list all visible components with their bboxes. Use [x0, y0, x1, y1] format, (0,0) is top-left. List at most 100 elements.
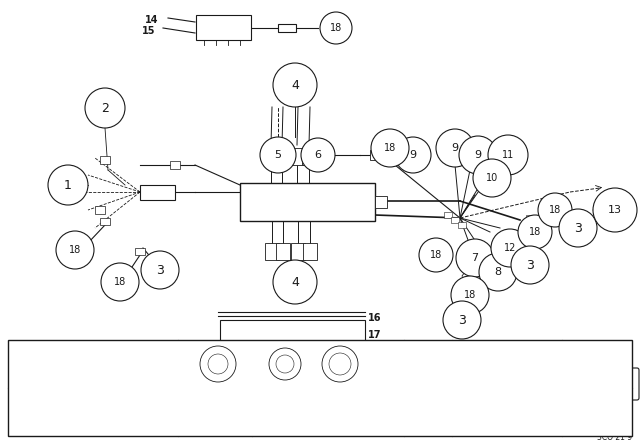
Text: 18: 18 — [168, 386, 180, 395]
Text: 6: 6 — [256, 345, 262, 354]
Bar — [451, 217, 459, 223]
Circle shape — [273, 260, 317, 304]
Bar — [220, 320, 365, 350]
Text: 11: 11 — [502, 150, 514, 160]
Circle shape — [301, 138, 335, 172]
Circle shape — [56, 231, 94, 269]
Text: 3: 3 — [526, 258, 534, 271]
Bar — [303, 243, 317, 260]
Circle shape — [443, 301, 481, 339]
Bar — [100, 218, 110, 225]
Text: 17: 17 — [368, 330, 381, 340]
Text: 5: 5 — [182, 345, 188, 354]
Bar — [325, 358, 335, 364]
Text: 5: 5 — [275, 150, 282, 160]
Text: 18: 18 — [529, 227, 541, 237]
Text: 3: 3 — [156, 263, 164, 276]
Text: 13: 13 — [114, 386, 125, 395]
Text: 10: 10 — [486, 173, 498, 183]
Bar — [8, 340, 632, 436]
Text: 18: 18 — [330, 23, 342, 33]
Circle shape — [593, 188, 637, 232]
Circle shape — [589, 376, 601, 388]
Text: 9: 9 — [410, 150, 417, 160]
Bar — [276, 243, 290, 260]
Bar — [478, 355, 492, 375]
Bar — [95, 206, 105, 214]
Text: 1: 1 — [64, 178, 72, 191]
Bar — [290, 148, 304, 165]
Text: 13: 13 — [608, 205, 622, 215]
Text: 18: 18 — [384, 143, 396, 153]
Circle shape — [491, 229, 529, 267]
Text: 7: 7 — [472, 253, 479, 263]
Bar — [375, 196, 387, 208]
Bar — [22, 353, 47, 375]
Text: 3CO 21 9: 3CO 21 9 — [597, 433, 632, 442]
Bar — [170, 161, 180, 169]
Text: 2: 2 — [101, 102, 109, 115]
Text: 8: 8 — [360, 345, 365, 354]
Circle shape — [511, 246, 549, 284]
Bar — [140, 185, 175, 200]
Text: 8: 8 — [495, 267, 502, 277]
Circle shape — [320, 12, 352, 44]
Text: 9: 9 — [451, 143, 459, 153]
Bar — [444, 212, 452, 218]
Bar — [420, 353, 450, 375]
Bar — [148, 353, 178, 375]
Text: 2: 2 — [56, 345, 62, 354]
Circle shape — [479, 253, 517, 291]
Circle shape — [518, 215, 552, 249]
Text: 18: 18 — [430, 250, 442, 260]
Text: 4: 4 — [138, 345, 144, 354]
Text: 18: 18 — [549, 205, 561, 215]
Bar — [458, 222, 466, 228]
Text: 7: 7 — [308, 345, 314, 354]
Bar — [302, 148, 316, 165]
Bar — [240, 183, 375, 221]
Bar — [264, 148, 278, 165]
Bar — [275, 148, 289, 165]
Text: 1: 1 — [12, 345, 18, 354]
Bar — [225, 358, 235, 364]
Text: 3: 3 — [574, 221, 582, 234]
Bar — [265, 243, 279, 260]
Text: 18: 18 — [114, 277, 126, 287]
Text: 3: 3 — [458, 314, 466, 327]
Circle shape — [451, 276, 489, 314]
Text: 18: 18 — [464, 290, 476, 300]
Text: 16: 16 — [368, 313, 381, 323]
Circle shape — [538, 193, 572, 227]
Bar — [14, 400, 46, 418]
Bar — [135, 248, 145, 255]
Bar — [345, 358, 355, 364]
Circle shape — [371, 129, 409, 167]
Text: 15: 15 — [141, 26, 155, 36]
Bar — [100, 156, 110, 164]
Text: 3: 3 — [84, 345, 90, 354]
Text: 9: 9 — [474, 150, 481, 160]
Text: 4: 4 — [291, 78, 299, 91]
Text: 9: 9 — [410, 345, 416, 354]
Bar — [243, 358, 253, 364]
Bar — [526, 215, 534, 221]
Text: 10: 10 — [456, 345, 468, 354]
Circle shape — [141, 251, 179, 289]
Circle shape — [273, 63, 317, 107]
Circle shape — [395, 137, 431, 173]
Circle shape — [436, 129, 474, 167]
Bar — [94, 353, 130, 375]
Bar — [278, 24, 296, 32]
Text: 12: 12 — [504, 243, 516, 253]
Circle shape — [459, 136, 497, 174]
Circle shape — [559, 209, 597, 247]
Circle shape — [260, 137, 296, 173]
Text: 4: 4 — [291, 276, 299, 289]
Text: 6: 6 — [314, 150, 321, 160]
Text: 14: 14 — [145, 15, 158, 25]
Bar — [285, 358, 295, 364]
Text: 11: 11 — [12, 386, 24, 395]
Bar — [370, 150, 382, 160]
Circle shape — [85, 88, 125, 128]
